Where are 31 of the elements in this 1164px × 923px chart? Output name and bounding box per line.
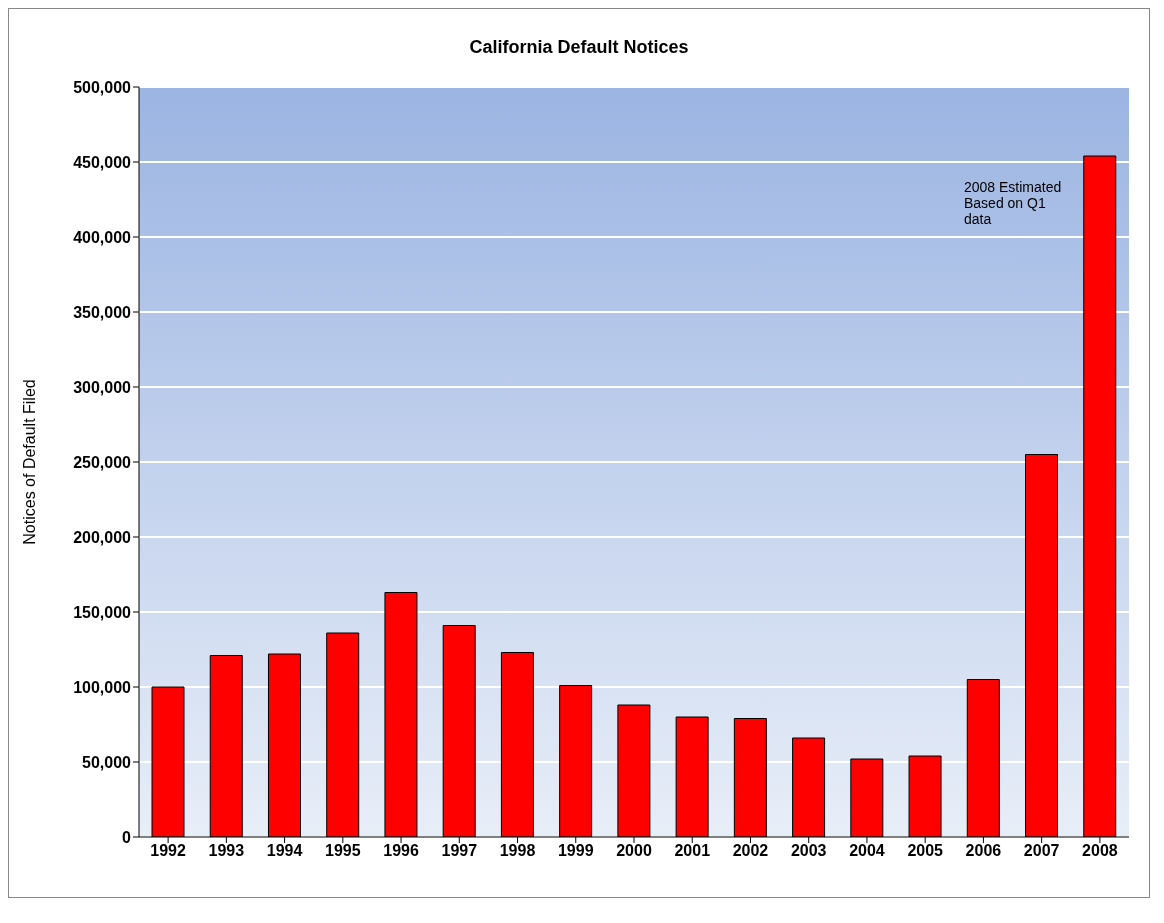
x-tick-label: 2001 [674,842,711,860]
annotation: 2008 Estimated Based on Q1 data [964,179,1063,227]
y-tick-label: 250,000 [73,453,132,471]
x-tick-label: 2006 [965,842,1002,860]
y-tick-label: 200,000 [73,528,132,546]
x-tick-label: 1992 [150,842,187,860]
x-tick-label: 1996 [383,842,419,860]
x-tick-label: 2002 [732,842,769,860]
y-tick-label: 300,000 [73,378,132,396]
x-tick-label: 2005 [907,842,944,860]
x-tick-label: 1997 [441,842,478,860]
y-tick-label: 100,000 [73,678,132,696]
y-tick-label: 500,000 [73,78,132,96]
x-tick-label: 1995 [325,842,361,860]
y-tick-label: 450,000 [73,153,132,171]
y-tick-label: 150,000 [73,603,132,621]
x-tick-label: 2004 [849,842,885,860]
y-tick-label: 400,000 [73,228,132,246]
x-tick-label: 1999 [557,842,594,860]
x-tick-label: 2008 [1082,842,1118,860]
x-tick-label: 2003 [790,842,827,860]
y-tick-label: 350,000 [73,303,132,321]
x-tick-label: 1994 [266,842,303,860]
x-tick-label: 2007 [1023,842,1060,860]
x-tick-label: 1993 [208,842,245,860]
x-tick-label: 1998 [499,842,536,860]
x-tick-label: 2000 [616,842,652,860]
y-tick-label: 50,000 [82,753,132,771]
chart-title: California Default Notices [468,37,690,59]
y-tick-label: 0 [122,828,132,846]
y-axis-title: Notices of Default Filed [20,379,38,545]
